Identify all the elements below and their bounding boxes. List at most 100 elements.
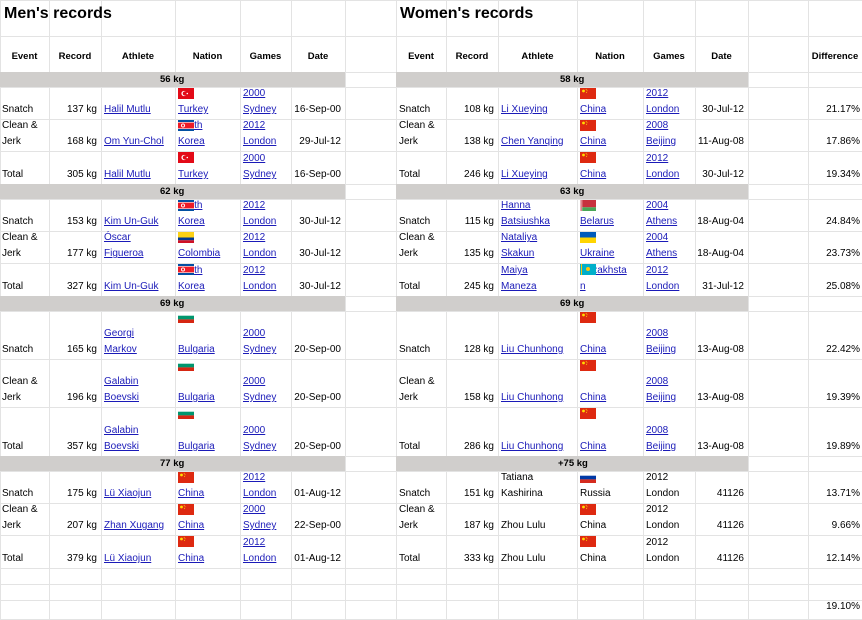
mens-nation[interactable]: Korea [178,214,240,230]
womens-athlete-link[interactable]: Maneza [501,281,537,292]
mens-nation[interactable]: Bulgaria [178,390,240,406]
womens-games[interactable]: 2004 [646,198,695,214]
mens-games[interactable]: 2000 [243,502,291,518]
mens-games[interactable]: London [243,486,291,502]
womens-athlete-link[interactable]: Liu Chunhong [501,441,564,452]
womens-athlete[interactable]: Batsiushka [501,214,577,230]
womens-nation[interactable]: Ukraine [580,246,643,262]
mens-games[interactable]: 2012 [243,118,291,134]
womens-games-link[interactable]: Athens [646,248,678,259]
womens-games[interactable]: London [646,102,695,118]
mens-games[interactable]: 2012 [243,263,291,279]
mens-games-link[interactable]: London [243,281,277,292]
mens-nation-link[interactable]: Turkey [178,104,209,115]
womens-games-link[interactable]: London [646,281,680,292]
womens-games-link[interactable]: London [646,169,680,180]
mens-games-link[interactable]: 2012 [243,472,266,483]
womens-games[interactable]: 2008 [646,423,695,439]
womens-athlete[interactable]: Liu Chunhong [501,390,577,406]
mens-games-link[interactable]: Sydney [243,169,277,180]
mens-games[interactable]: Sydney [243,342,291,358]
womens-nation-link[interactable]: China [580,136,607,147]
womens-athlete-link[interactable]: Hanna [501,200,531,211]
womens-games-link[interactable]: 2008 [646,120,669,131]
mens-games-link[interactable]: 2000 [243,328,266,339]
mens-games[interactable]: 2000 [243,151,291,167]
womens-nation[interactable]: Kazakhsta [580,263,643,279]
mens-nation[interactable]: China [178,518,240,534]
mens-athlete-link[interactable]: Boevski [104,392,140,403]
womens-games[interactable]: 2008 [646,374,695,390]
mens-nation-link[interactable]: China [178,488,205,499]
mens-nation-link[interactable]: Bulgaria [178,392,215,403]
womens-athlete[interactable]: Li Xueying [501,102,577,118]
womens-nation[interactable]: China [580,102,643,118]
mens-athlete-link[interactable]: Figueroa [104,248,144,259]
mens-games-link[interactable]: 2012 [243,537,266,548]
mens-games-link[interactable]: 2012 [243,200,266,211]
mens-nation-link[interactable]: Korea [178,216,205,227]
mens-games-link[interactable]: 2012 [243,120,266,131]
mens-nation[interactable]: Turkey [178,167,240,183]
mens-games-link[interactable]: London [243,488,277,499]
mens-games[interactable]: London [243,246,291,262]
mens-games[interactable]: 2000 [243,326,291,342]
womens-nation[interactable]: China [580,439,643,455]
womens-nation[interactable]: China [580,342,643,358]
mens-nation[interactable]: Bulgaria [178,439,240,455]
womens-athlete-link[interactable]: Maiya [501,265,528,276]
womens-games[interactable]: Beijing [646,439,695,455]
mens-athlete[interactable]: Halil Mutlu [104,102,175,118]
mens-games[interactable]: 2012 [243,535,291,551]
womens-athlete-link[interactable]: Liu Chunhong [501,344,564,355]
mens-games[interactable]: Sydney [243,390,291,406]
womens-games-link[interactable]: 2008 [646,328,669,339]
mens-games[interactable]: Sydney [243,439,291,455]
mens-games-link[interactable]: Sydney [243,441,277,452]
womens-games-link[interactable]: Beijing [646,344,677,355]
womens-athlete[interactable]: Nataliya [501,230,577,246]
womens-games[interactable]: 2004 [646,230,695,246]
mens-games-link[interactable]: Sydney [243,520,277,531]
mens-games-link[interactable]: 2000 [243,153,266,164]
womens-athlete-link[interactable]: Chen Yanqing [501,136,564,147]
mens-athlete[interactable]: Boevski [104,439,175,455]
mens-athlete-link[interactable]: Óscar [104,232,131,243]
womens-nation[interactable]: Belarus [580,214,643,230]
womens-athlete[interactable]: Liu Chunhong [501,439,577,455]
mens-athlete[interactable]: Markov [104,342,175,358]
womens-nation-link[interactable]: China [580,169,607,180]
womens-nation-link[interactable]: China [580,104,607,115]
mens-athlete[interactable]: Galabin [104,423,175,439]
womens-games-link[interactable]: 2012 [646,153,669,164]
womens-games-link[interactable]: London [646,104,680,115]
womens-nation-link[interactable]: China [580,441,607,452]
mens-athlete-link[interactable]: Galabin [104,376,139,387]
womens-athlete[interactable]: Maiya [501,263,577,279]
mens-games-link[interactable]: 2000 [243,425,266,436]
mens-athlete-link[interactable]: Kim Un-Guk [104,216,159,227]
womens-athlete[interactable]: Hanna [501,198,577,214]
mens-athlete-link[interactable]: Lü Xiaojun [104,553,152,564]
womens-games-link[interactable]: 2004 [646,200,669,211]
mens-athlete[interactable]: Georgi [104,326,175,342]
womens-athlete[interactable]: Li Xueying [501,167,577,183]
mens-athlete[interactable]: Boevski [104,390,175,406]
mens-nation-link[interactable]: Bulgaria [178,441,215,452]
womens-games[interactable]: Beijing [646,390,695,406]
mens-athlete[interactable]: Galabin [104,374,175,390]
mens-athlete-link[interactable]: Halil Mutlu [104,169,151,180]
womens-athlete[interactable]: Skakun [501,246,577,262]
womens-nation[interactable]: China [580,390,643,406]
mens-athlete-link[interactable]: Boevski [104,441,140,452]
womens-games-link[interactable]: 2004 [646,232,669,243]
womens-nation-link[interactable]: Ukraine [580,248,615,259]
womens-games-link[interactable]: 2008 [646,425,669,436]
womens-games[interactable]: London [646,279,695,295]
mens-athlete[interactable]: Kim Un-Guk [104,279,175,295]
womens-athlete-link[interactable]: Nataliya [501,232,538,243]
mens-athlete-link[interactable]: Georgi [104,328,135,339]
womens-games[interactable]: Beijing [646,342,695,358]
mens-nation[interactable]: Bulgaria [178,342,240,358]
mens-games[interactable]: Sydney [243,518,291,534]
